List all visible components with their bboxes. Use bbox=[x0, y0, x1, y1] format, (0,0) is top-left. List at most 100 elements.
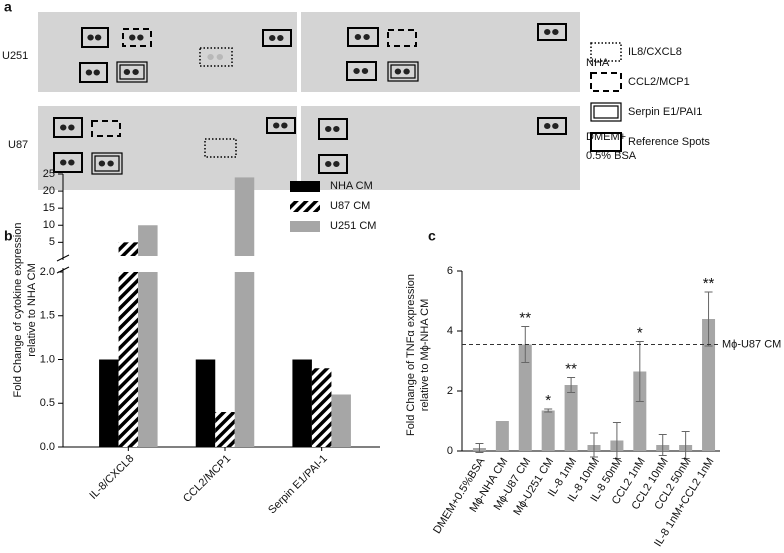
reference-box bbox=[53, 117, 83, 138]
blot-spot bbox=[325, 161, 332, 167]
blot-spot bbox=[281, 122, 288, 129]
serpin-box bbox=[390, 64, 416, 79]
legend-label: IL8/CXCL8 bbox=[628, 46, 682, 58]
blot-spot bbox=[68, 159, 75, 166]
y-tick-label: 1.0 bbox=[40, 353, 55, 365]
blot-spot bbox=[123, 69, 131, 75]
error-bar bbox=[567, 377, 576, 393]
y-tick-label: 6 bbox=[447, 265, 453, 277]
y-axis-label: Fold Change of TNFα expression bbox=[405, 274, 417, 436]
bar bbox=[195, 359, 216, 447]
y-axis-label: relative to NHA CM bbox=[26, 263, 38, 357]
bar bbox=[541, 410, 555, 451]
reference-box bbox=[537, 23, 567, 41]
blot-spot bbox=[354, 34, 362, 40]
blot-spot bbox=[277, 35, 284, 41]
bar bbox=[234, 272, 255, 447]
bar bbox=[518, 344, 532, 451]
bar bbox=[138, 225, 158, 256]
blot-spot bbox=[85, 69, 93, 76]
y-tick-label: 15 bbox=[43, 202, 55, 214]
blot-spot bbox=[552, 29, 559, 35]
blot-spot bbox=[207, 54, 214, 60]
legend-label: NHA CM bbox=[330, 180, 373, 192]
legend-label: Serpin E1/PAI1 bbox=[628, 106, 702, 118]
reference-box bbox=[318, 154, 348, 174]
serpin-box bbox=[116, 61, 148, 83]
bar bbox=[633, 371, 647, 451]
blot-spot bbox=[107, 160, 114, 167]
bar bbox=[495, 421, 509, 451]
y-axis-label: Fold Change of cytokine expression bbox=[12, 223, 24, 398]
reference-box bbox=[266, 117, 296, 134]
legend-label: U87 CM bbox=[330, 200, 370, 212]
bar bbox=[292, 359, 312, 447]
row-label: U87 bbox=[8, 139, 28, 151]
x-tick-label: Serpin E1/PAI-1 bbox=[266, 453, 330, 517]
serpin-box bbox=[387, 61, 419, 82]
blot-spot bbox=[544, 123, 551, 129]
legend-swatch bbox=[290, 201, 320, 212]
error-bar bbox=[590, 432, 598, 458]
blot-spot bbox=[333, 161, 340, 167]
x-tick-label: CCL2/MCP1 bbox=[181, 453, 233, 505]
reference-box bbox=[262, 29, 292, 47]
blot-spot bbox=[60, 124, 67, 131]
bar bbox=[99, 359, 119, 447]
blot-spot bbox=[68, 124, 75, 131]
blot-spot bbox=[216, 54, 224, 60]
y-tick-label: 2.0 bbox=[40, 266, 55, 278]
axis-break bbox=[56, 254, 70, 262]
blot-spot bbox=[129, 34, 136, 41]
blot-spot bbox=[552, 123, 559, 129]
blot-spot bbox=[333, 126, 340, 132]
blot-spot bbox=[60, 159, 67, 166]
ccl2-box bbox=[590, 72, 622, 92]
error-bar bbox=[681, 431, 690, 459]
blot-spot bbox=[363, 34, 370, 40]
blot-spot bbox=[269, 35, 276, 41]
error-bar bbox=[612, 422, 621, 459]
blot-spot bbox=[403, 68, 410, 75]
il8-box bbox=[590, 42, 622, 62]
legend-label: U251 CM bbox=[330, 220, 376, 232]
y-tick-label: 4 bbox=[447, 325, 453, 337]
blot-spot bbox=[361, 68, 369, 74]
condition-label: 0.5% BSA bbox=[586, 150, 637, 162]
reference-box bbox=[53, 152, 83, 173]
bar bbox=[234, 177, 255, 256]
y-tick-label: 2 bbox=[447, 385, 453, 397]
x-tick-label: IL-8/CXCL8 bbox=[87, 453, 136, 502]
ccl2-box bbox=[387, 29, 417, 47]
panel-label: a bbox=[4, 0, 12, 15]
blot-spot bbox=[353, 68, 360, 74]
serpin-box bbox=[593, 105, 619, 119]
y-tick-label: 0 bbox=[447, 445, 453, 457]
y-axis-label: relative to Mϕ-NHA CM bbox=[419, 299, 431, 412]
serpin-box bbox=[590, 102, 622, 122]
y-tick-label: 0.0 bbox=[40, 441, 55, 453]
reference-box bbox=[347, 27, 379, 47]
blot-spot bbox=[273, 122, 280, 129]
blot-spot bbox=[394, 68, 402, 75]
panel-label: c bbox=[428, 228, 436, 244]
legend-label: Reference Spots bbox=[628, 136, 710, 148]
blot-spot bbox=[544, 29, 551, 35]
reference-box bbox=[590, 132, 622, 152]
y-tick-label: 10 bbox=[43, 219, 55, 231]
significance: * bbox=[545, 392, 551, 409]
bar bbox=[702, 319, 716, 451]
reference-box bbox=[81, 27, 109, 48]
reference-box bbox=[537, 117, 567, 135]
error-bar bbox=[635, 341, 644, 402]
error-bar bbox=[544, 408, 553, 413]
significance: * bbox=[637, 324, 643, 341]
blot-spot bbox=[87, 34, 94, 41]
row-label: U251 bbox=[2, 50, 28, 62]
bar bbox=[564, 385, 578, 451]
serpin-box bbox=[119, 64, 145, 80]
reference-box bbox=[318, 118, 348, 140]
reference-label: Mϕ-U87 CM bbox=[722, 338, 781, 350]
legend-swatch bbox=[290, 221, 320, 232]
